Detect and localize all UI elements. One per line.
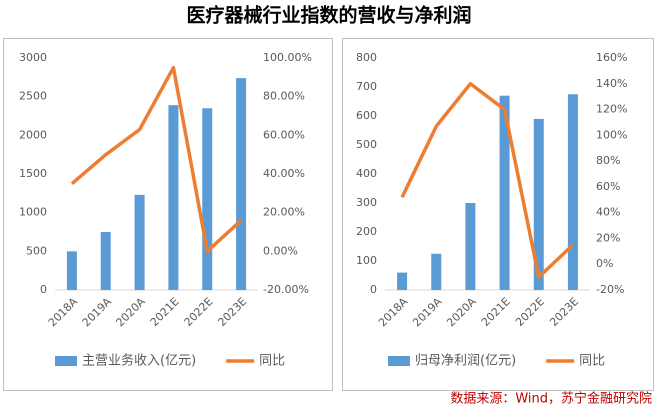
y-tick-label: 2500 <box>19 90 47 103</box>
y-tick-label: 3000 <box>19 51 47 64</box>
y2-tick-label: 60.00% <box>263 128 305 141</box>
x-tick-label: 2018A <box>46 295 81 330</box>
bar <box>66 251 77 290</box>
y2-tick-label: 20.00% <box>263 206 305 219</box>
x-tick-label: 2023E <box>547 295 581 329</box>
panel-frame <box>3 38 333 391</box>
x-tick-label: 2021E <box>148 295 182 329</box>
y-tick-label: 800 <box>356 51 377 64</box>
y-tick-label: 0 <box>370 283 377 296</box>
x-tick-label: 2022E <box>182 295 216 329</box>
page-title: 医疗器械行业指数的营收与净利润 <box>186 4 471 27</box>
x-tick-label: 2022E <box>513 295 547 329</box>
source-note: 数据来源：Wind，苏宁金融研究院 <box>450 391 652 407</box>
y-tick-label: 1500 <box>19 167 47 180</box>
line-series <box>400 82 575 279</box>
y2-tick-label: 100.00% <box>263 51 312 64</box>
y2-tick-label: 160% <box>596 51 627 64</box>
y2-tick-label: 0% <box>596 257 613 270</box>
legend-label: 归母净利润(亿元) <box>415 354 516 369</box>
x-tick-label: 2020A <box>114 295 149 330</box>
bar <box>431 253 442 290</box>
y2-tick-label: 40.00% <box>263 167 305 180</box>
x-tick-label: 2023E <box>215 295 249 329</box>
legend-swatch <box>55 356 77 366</box>
x-tick-label: 2019A <box>80 295 115 330</box>
legend-label: 同比 <box>579 354 605 369</box>
y-tick-label: 400 <box>356 167 377 180</box>
y-tick-label: 0 <box>40 283 47 296</box>
legend-swatch <box>388 356 410 366</box>
bar <box>236 78 247 291</box>
y-tick-label: 300 <box>356 196 377 209</box>
bar <box>465 203 476 290</box>
y2-tick-label: 140% <box>596 77 627 90</box>
y2-tick-label: -20.00% <box>263 283 309 296</box>
y-tick-label: 100 <box>356 254 377 267</box>
y-tick-label: 1000 <box>19 206 47 219</box>
y2-tick-label: -20% <box>596 283 624 296</box>
legend-label: 主营业务收入(亿元) <box>82 353 196 369</box>
line-series <box>70 65 243 254</box>
y-tick-label: 700 <box>356 80 377 93</box>
bar <box>397 272 408 290</box>
y-tick-label: 600 <box>356 109 377 122</box>
y2-tick-label: 80% <box>596 154 620 167</box>
x-tick-label: 2020A <box>444 295 479 330</box>
y-tick-label: 500 <box>26 244 47 257</box>
bar <box>202 108 213 291</box>
y-tick-label: 500 <box>356 138 377 151</box>
x-tick-label: 2021E <box>479 295 513 329</box>
y2-tick-label: 0.00% <box>263 244 298 257</box>
y2-tick-label: 120% <box>596 103 627 116</box>
legend-label: 同比 <box>259 354 285 369</box>
y-tick-label: 2000 <box>19 128 47 141</box>
y2-tick-label: 20% <box>596 231 620 244</box>
bar <box>567 94 578 290</box>
bar <box>499 95 510 290</box>
bar <box>168 105 179 290</box>
y2-tick-label: 100% <box>596 128 627 141</box>
x-tick-label: 2019A <box>410 295 445 330</box>
bar <box>134 194 145 290</box>
y-tick-label: 200 <box>356 225 377 238</box>
x-tick-label: 2018A <box>376 295 411 330</box>
bar <box>100 232 111 290</box>
y2-tick-label: 60% <box>596 180 620 193</box>
y2-tick-label: 80.00% <box>263 90 305 103</box>
y2-tick-label: 40% <box>596 206 620 219</box>
panel-frame <box>342 38 654 391</box>
bar <box>533 118 544 291</box>
